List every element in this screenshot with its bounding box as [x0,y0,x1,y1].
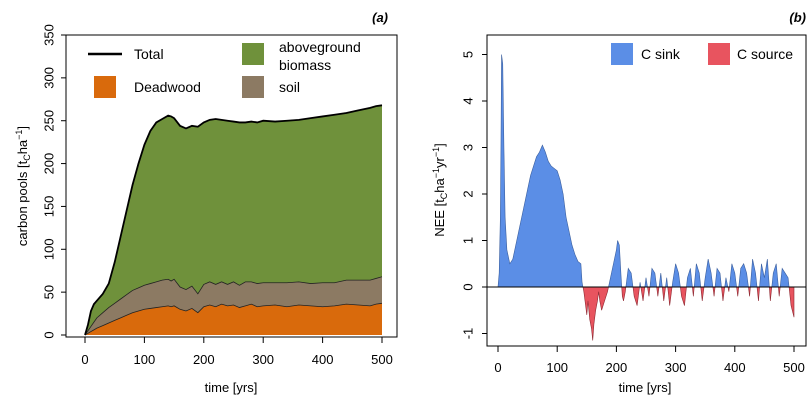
y-tick-label: 200 [41,153,56,175]
panel-b-x-axis-label: time [yrs] [619,380,672,395]
panel-b-x-ticks: 0 100 200 300 400 500 [494,346,805,375]
y-tick-label: -1 [460,328,475,340]
panel-b-legend: C sink C source [611,43,793,65]
panel-a-total-line [84,104,383,336]
x-tick-label: 500 [371,352,393,367]
panel-a-plot-frame [65,34,398,338]
y-tick-label: 3 [460,144,475,151]
x-tick-label: 300 [252,352,274,367]
panel-b-y-ticks: -1 0 1 2 3 4 5 [460,51,487,339]
legend-aboveground-label-2: biomass [279,57,331,73]
soil-boundary-line [84,276,383,336]
y-tick-label: 150 [41,196,56,218]
legend-sink-swatch [611,43,633,65]
x-tick-label: 100 [546,360,568,375]
legend-deadwood-swatch [94,76,116,98]
legend-soil-swatch [242,76,264,98]
panel-a-x-ticks: 0 100 200 300 400 500 [81,337,393,367]
legend-aboveground-swatch [242,43,264,65]
panel-b-y-axis-label: NEE [tCha−1yr−1] [431,143,449,237]
y-tick-label: 2 [460,190,475,197]
y-tick-label: 100 [41,238,56,260]
panel-a-x-axis-label: time [yrs] [205,380,258,395]
legend-deadwood-label: Deadwood [134,79,201,95]
y-tick-label: 0 [460,283,475,290]
legend-total-label: Total [134,46,164,62]
legend-aboveground-label-1: aboveground [279,39,361,55]
x-tick-label: 200 [606,360,628,375]
legend-soil-label: soil [279,79,300,95]
c-source-area [498,286,795,341]
x-tick-label: 0 [81,352,88,367]
c-sink-area [497,54,794,288]
panel-a-carbon-pools: 0 50 100 150 200 250 300 350 0 100 200 300 400 500 (… [14,10,398,395]
y-tick-label: 50 [41,285,56,299]
panel-a-legend: Total aboveground biomass Deadwood soil [88,39,361,98]
total-line [84,104,383,336]
y-tick-label: 0 [41,331,56,338]
y-tick-label: 300 [41,67,56,89]
x-tick-label: 500 [783,360,805,375]
x-tick-label: 400 [312,352,334,367]
panel-a-y-ticks: 0 50 100 150 200 250 300 350 [41,24,66,339]
y-tick-label: 350 [41,24,56,46]
y-tick-label: 1 [460,237,475,244]
deadwood-area [85,303,382,335]
panel-b-label: (b) [789,10,806,25]
panel-a-y-axis-label: carbon pools [tCha−1] [14,126,32,246]
y-tick-label: 4 [460,97,475,104]
x-tick-label: 400 [724,360,746,375]
x-tick-label: 0 [494,360,501,375]
legend-sink-label: C sink [641,46,681,62]
panel-a-areas [84,105,383,336]
x-tick-label: 300 [665,360,687,375]
legend-source-swatch [708,43,730,65]
panel-b-plot-frame [486,34,807,347]
deadwood-boundary-line [84,302,383,336]
y-tick-label: 5 [460,51,475,58]
y-tick-label: 250 [41,110,56,132]
panel-b-nee: -1 0 1 2 3 4 5 0 100 200 300 400 500 (b) time [yrs]… [431,10,807,395]
aboveground-biomass-area [85,105,382,336]
x-tick-label: 100 [134,352,156,367]
panel-b-areas [497,54,795,341]
x-tick-label: 200 [193,352,215,367]
legend-source-label: C source [737,46,793,62]
soil-area [85,276,382,335]
panel-a-label: (a) [372,10,388,25]
